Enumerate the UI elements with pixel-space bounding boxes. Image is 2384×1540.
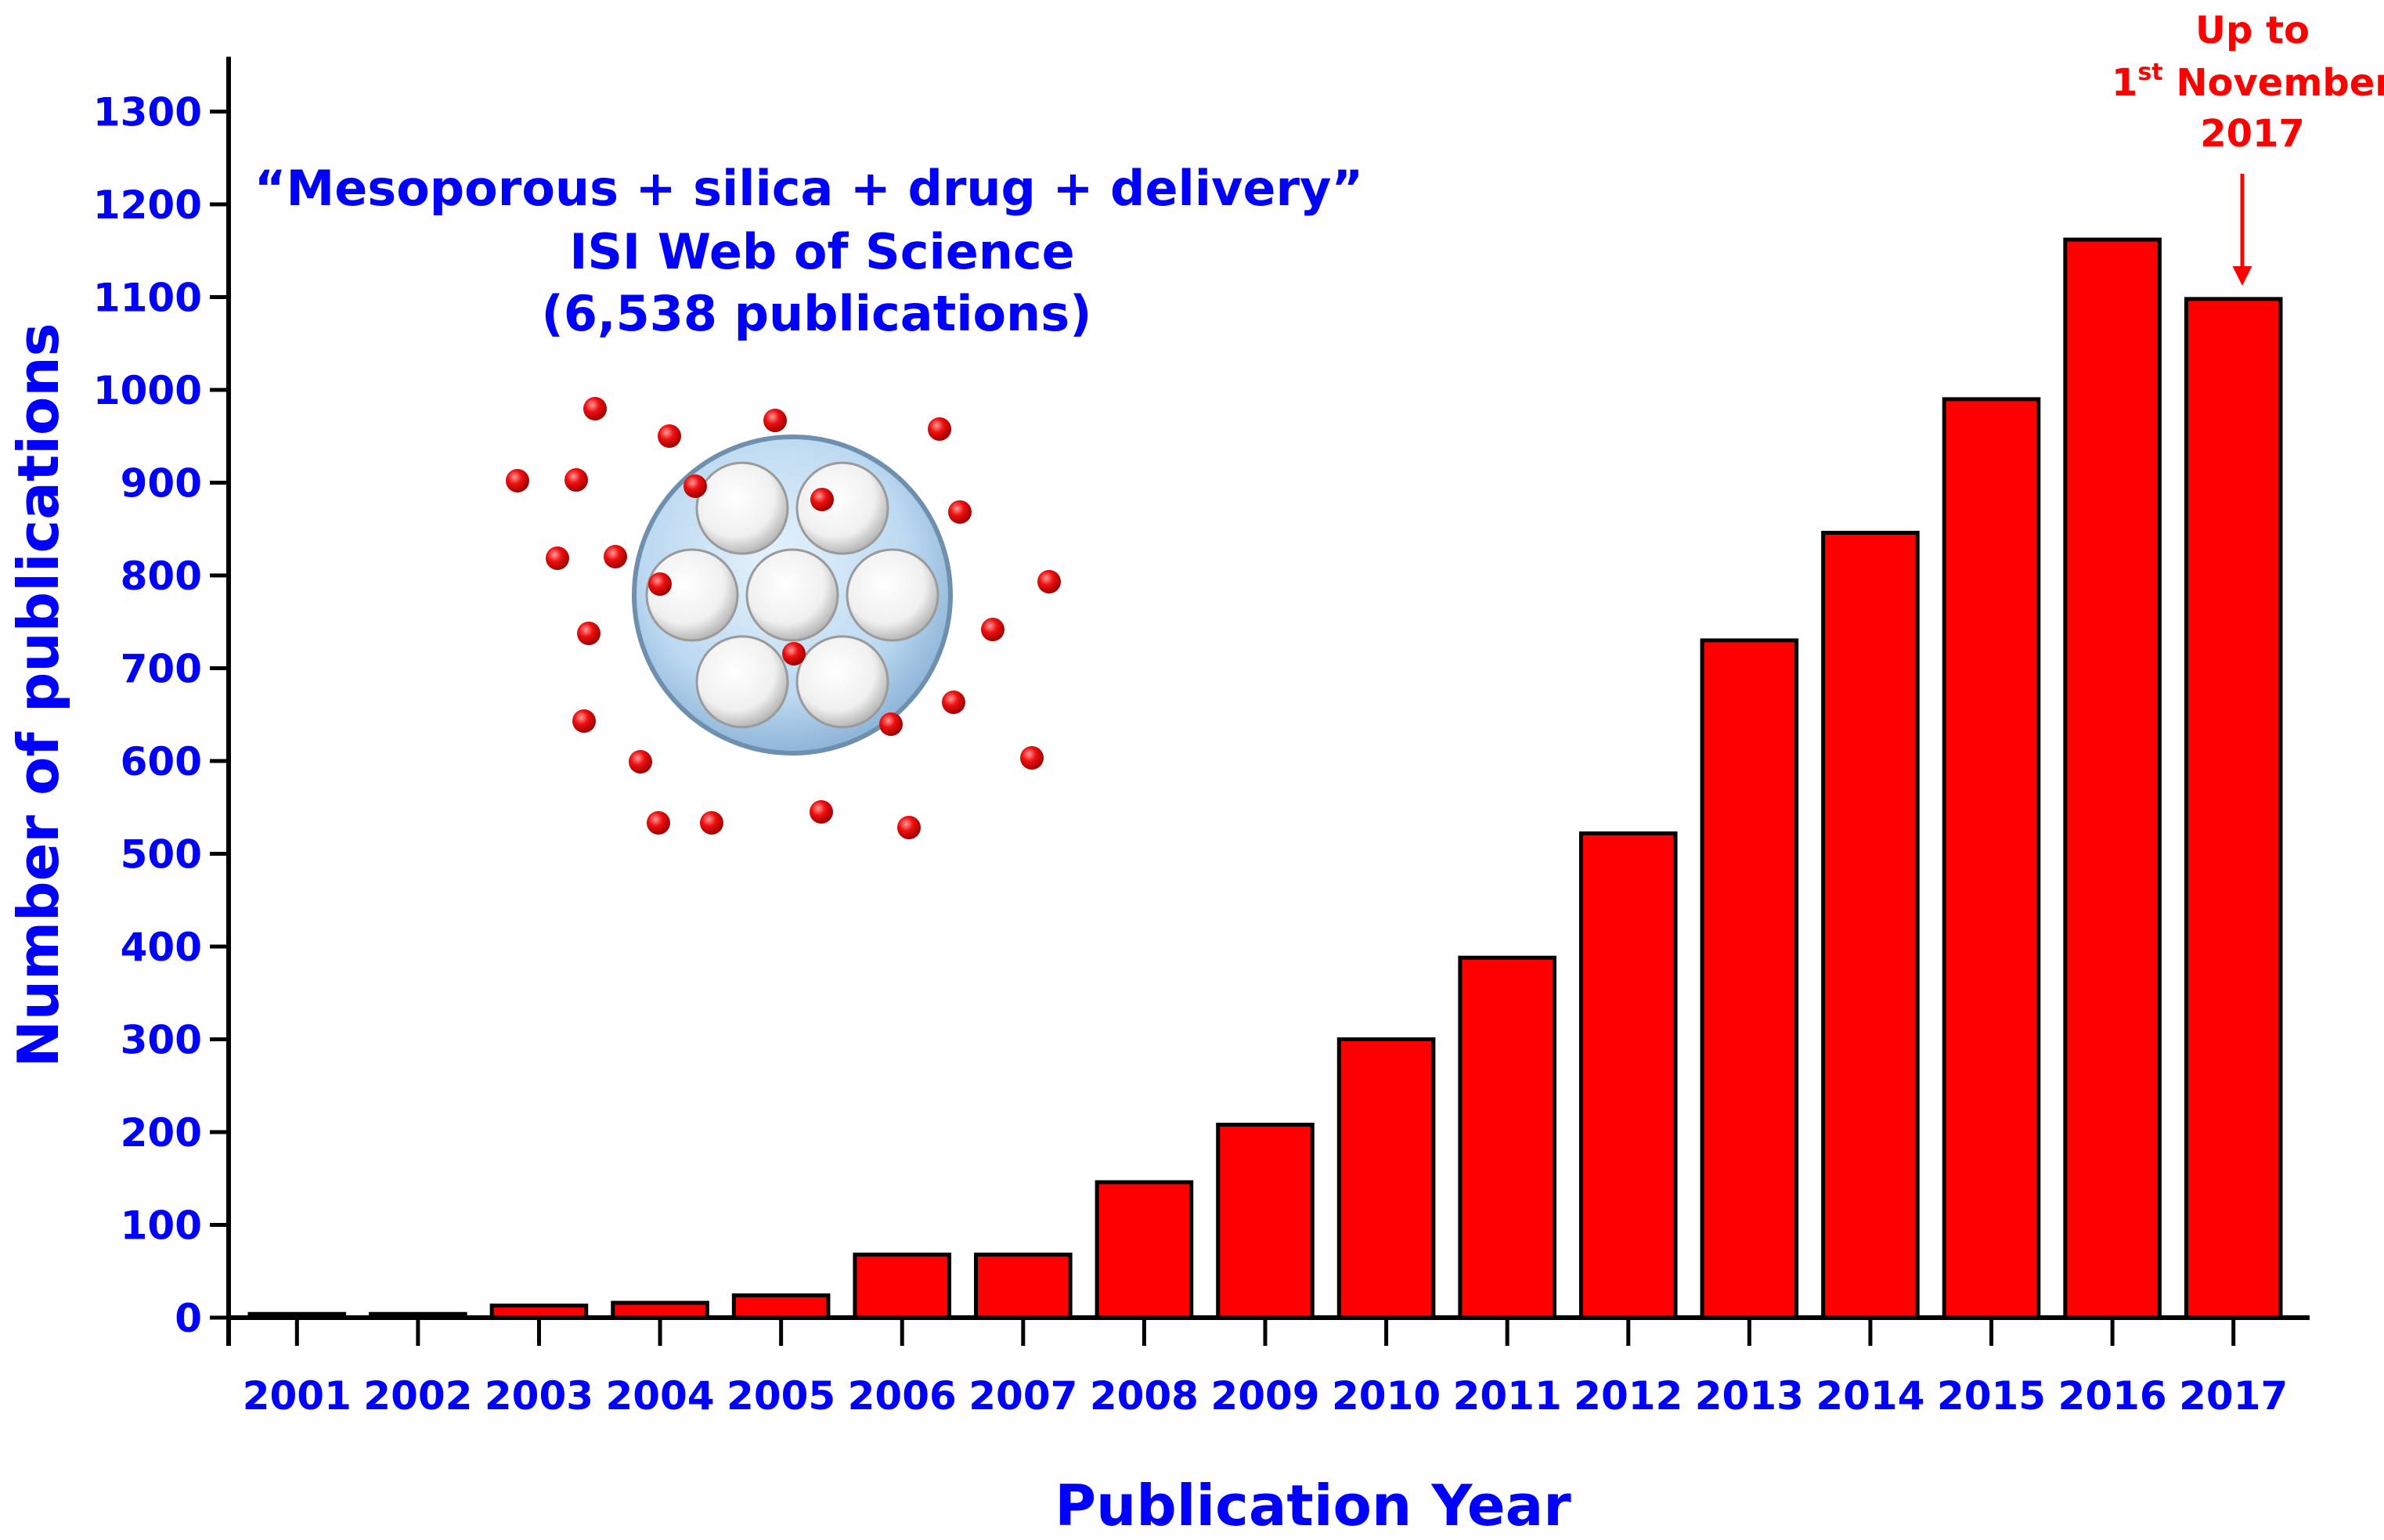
x-tick-label: 2016 — [2058, 1373, 2167, 1419]
bar-2008 — [1095, 1180, 1194, 1320]
drug-molecule — [782, 642, 806, 665]
pore — [745, 548, 839, 642]
drug-molecule — [546, 546, 569, 570]
pore — [795, 635, 889, 729]
bar-2012 — [1578, 831, 1678, 1320]
y-tick-label: 1100 — [93, 276, 202, 321]
pore — [695, 461, 789, 555]
drug-molecule — [583, 397, 607, 420]
y-tick-label: 0 — [175, 1296, 202, 1341]
annotation-title-line-3: (6,538 publications) — [542, 285, 1092, 342]
drug-molecule — [564, 468, 588, 492]
x-tick-label: 2012 — [1574, 1373, 1683, 1419]
date-note-line-2: 1st November — [2112, 59, 2384, 105]
y-tick-label: 1300 — [93, 90, 202, 135]
x-tick-label: 2008 — [1090, 1373, 1199, 1419]
drug-molecule — [577, 622, 601, 645]
bar-2015 — [1942, 397, 2041, 1320]
bar-2009 — [1216, 1123, 1315, 1320]
y-tick-label: 1000 — [93, 368, 202, 413]
drug-molecule — [647, 811, 670, 835]
y-tick-label: 900 — [121, 461, 202, 507]
bar-2014 — [1821, 530, 1920, 1320]
annotation-title-line-2: ISI Web of Science — [569, 223, 1074, 280]
x-tick-label: 2017 — [2179, 1373, 2288, 1419]
x-tick-label: 2003 — [485, 1373, 593, 1419]
bar-2003 — [489, 1304, 589, 1320]
x-axis-label: Publication Year — [1055, 1473, 1571, 1538]
drug-molecule — [572, 709, 596, 733]
drug-molecule — [897, 816, 921, 839]
x-tick-label: 2009 — [1210, 1373, 1319, 1419]
y-tick-label: 700 — [121, 647, 202, 692]
y-tick-label: 100 — [121, 1203, 202, 1249]
bar-2010 — [1336, 1037, 1436, 1320]
annotation-title: “Mesoporous + silica + drug + delivery” … — [254, 160, 1363, 342]
bar-2002 — [369, 1311, 467, 1320]
bar-2007 — [974, 1252, 1073, 1320]
mesoporous-silica-nanoparticle-icon — [506, 397, 1061, 839]
drug-molecule — [928, 417, 951, 441]
bar-2005 — [731, 1293, 831, 1320]
y-tick-label: 500 — [121, 832, 202, 878]
x-tick-label: 2002 — [363, 1373, 472, 1419]
y-tick-label: 200 — [121, 1110, 202, 1156]
tick-labels: 0 100 200 300 400 500 600 700 800 900 1000 1100 1200… — [93, 90, 2288, 1419]
y-tick-label: 400 — [121, 925, 202, 970]
bar-2006 — [853, 1252, 952, 1320]
date-note-line-3: 2017 — [2200, 112, 2305, 156]
drug-molecule — [700, 811, 723, 835]
x-tick-label: 2007 — [968, 1373, 1077, 1419]
x-tick-label: 2010 — [1332, 1373, 1441, 1419]
x-tick-label: 2004 — [605, 1373, 714, 1419]
bar-2013 — [1700, 638, 1799, 1320]
date-note-line-1: Up to — [2195, 9, 2310, 52]
drug-molecule — [629, 750, 652, 774]
drug-molecule — [683, 474, 707, 498]
drug-molecule — [658, 424, 681, 448]
pore — [645, 548, 739, 642]
pore — [795, 461, 889, 555]
bar-2017 — [2184, 297, 2283, 1320]
drug-molecule — [879, 712, 903, 736]
drug-molecule — [810, 488, 834, 511]
drug-molecule — [942, 691, 965, 714]
x-tick-label: 2005 — [727, 1373, 835, 1419]
bar-2004 — [611, 1300, 709, 1320]
annotation-title-line-1: “Mesoporous + silica + drug + delivery” — [254, 160, 1363, 217]
x-tick-label: 2006 — [848, 1373, 957, 1419]
drug-molecule — [1037, 570, 1061, 593]
x-tick-label: 2011 — [1453, 1373, 1562, 1419]
y-tick-label: 300 — [121, 1018, 202, 1063]
drug-molecule — [948, 500, 972, 524]
bar-2001 — [247, 1311, 347, 1320]
drug-molecule — [1020, 746, 1044, 770]
drug-molecule — [604, 545, 627, 568]
y-tick-label: 600 — [121, 739, 202, 784]
bar-2011 — [1458, 955, 1556, 1320]
bar-2016 — [2063, 237, 2162, 1320]
y-axis-label: Number of publications — [5, 323, 71, 1068]
y-tick-label: 800 — [121, 554, 202, 599]
pore — [695, 635, 789, 729]
drug-molecule — [506, 469, 529, 492]
bars — [247, 237, 2283, 1320]
x-tick-label: 2013 — [1695, 1373, 1804, 1419]
pore — [846, 548, 940, 642]
date-note: Up to 1st November 2017 — [2112, 9, 2384, 286]
drug-molecule — [763, 409, 787, 432]
drug-molecule — [810, 800, 833, 824]
y-tick-label: 1200 — [93, 182, 202, 228]
x-tick-label: 2001 — [243, 1373, 352, 1419]
drug-molecule — [981, 618, 1004, 641]
drug-molecule — [648, 572, 672, 596]
x-tick-label: 2015 — [1937, 1373, 2046, 1419]
x-tick-label: 2014 — [1816, 1373, 1924, 1419]
